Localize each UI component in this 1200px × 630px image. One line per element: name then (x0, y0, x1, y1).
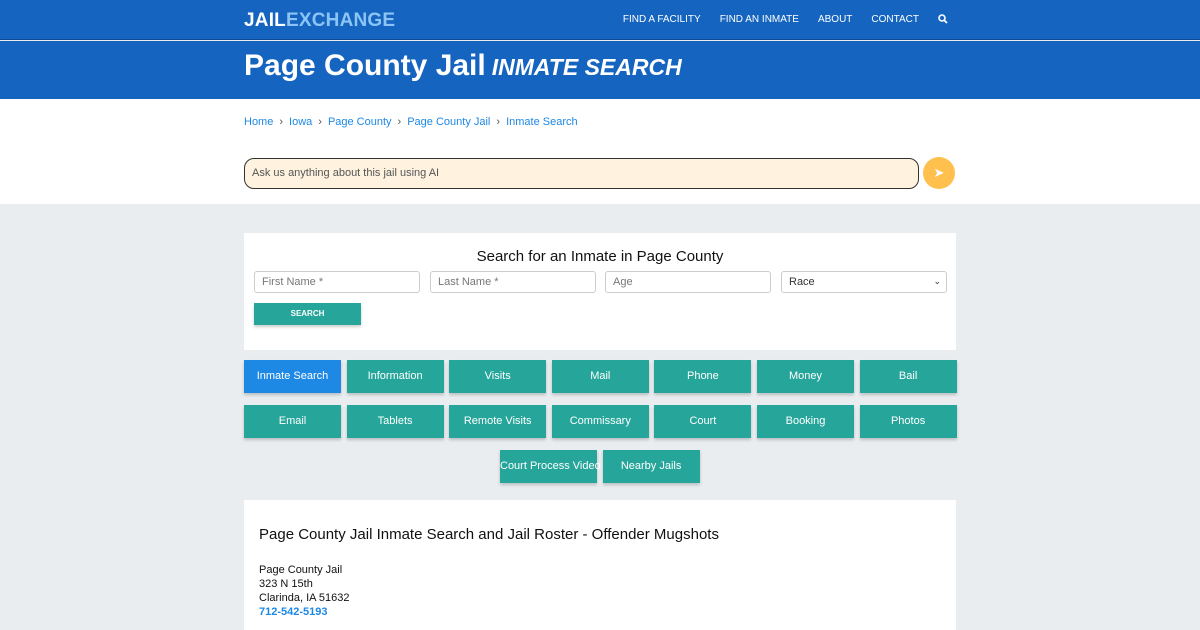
title-sub: INMATE SEARCH (491, 54, 682, 80)
jail-city: Clarinda, IA 51632 (259, 592, 350, 604)
jail-street: 323 N 15th (259, 578, 313, 590)
inmate-search-form: Search for an Inmate in Page County Firs… (244, 233, 956, 350)
last-name-input[interactable]: Last Name * (430, 271, 596, 293)
nav-button-mail[interactable]: Mail (551, 360, 649, 393)
nav-button-court[interactable]: Court (654, 405, 752, 438)
chevron-right-icon: › (279, 116, 284, 128)
logo-jail: JAIL (244, 10, 286, 31)
nav-button-booking[interactable]: Booking (757, 405, 854, 438)
chevron-right-icon: › (397, 116, 402, 128)
jail-phone-link[interactable]: 712-542-5193 (259, 606, 328, 618)
search-heading: Search for an Inmate in Page County (476, 248, 724, 265)
nav-button-tablets[interactable]: Tablets (346, 405, 444, 438)
main-nav: FIND A FACILITY FIND AN INMATE ABOUT CON… (623, 14, 948, 27)
ai-question-input[interactable]: Ask us anything about this jail using AI (244, 158, 919, 189)
breadcrumb: Home › Iowa › Page County › Page County Jai… (244, 116, 578, 128)
chevron-right-icon: › (496, 116, 501, 128)
crumb-inmate-search[interactable]: Inmate Search (506, 116, 578, 128)
nav-button-phone[interactable]: Phone (654, 360, 752, 393)
title-band: Page County Jail INMATE SEARCH (0, 41, 1200, 99)
chevron-down-icon: ⌄ (933, 276, 941, 286)
crumb-county[interactable]: Page County (327, 116, 392, 128)
nav-button-inmate-search[interactable]: Inmate Search (244, 360, 341, 393)
nav-button-commissary[interactable]: Commissary (551, 405, 649, 438)
logo-exchange: EXCHANGE (285, 10, 396, 31)
search-button[interactable]: SEARCH (254, 303, 361, 325)
page-title: Page County Jail INMATE SEARCH (244, 49, 682, 83)
jail-name: Page County Jail (259, 564, 343, 576)
chevron-right-icon: › (318, 116, 322, 128)
search-icon[interactable] (938, 14, 948, 27)
nav-button-visits[interactable]: Visits (449, 360, 547, 393)
nav-find-facility[interactable]: FIND A FACILITY (622, 14, 701, 25)
info-heading: Page County Jail Inmate Search and Jail … (259, 526, 719, 543)
nav-contact[interactable]: CONTACT (871, 14, 919, 25)
nav-button-photos[interactable]: Photos (859, 405, 957, 438)
top-navbar: JAILEXCHANGE FIND A FACILITY FIND AN INM… (0, 0, 1200, 40)
crumb-home[interactable]: Home (244, 116, 274, 128)
send-icon[interactable]: ➤ (923, 157, 955, 189)
crumb-iowa[interactable]: Iowa (289, 116, 313, 128)
race-select[interactable]: Race ⌄ (781, 271, 947, 293)
nav-button-information[interactable]: Information (346, 360, 444, 393)
crumb-jail[interactable]: Page County Jail (407, 116, 491, 128)
breadcrumb-section: Home › Iowa › Page County › Page County Jai… (0, 99, 1200, 204)
jail-info-card: Page County Jail Inmate Search and Jail … (244, 500, 956, 630)
race-value: Race (789, 276, 815, 288)
nav-button-email[interactable]: Email (244, 405, 341, 438)
nav-button-money[interactable]: Money (757, 360, 854, 393)
nav-button-court-process-video[interactable]: Court Process Video (500, 450, 601, 483)
nav-button-nearby-jails[interactable]: Nearby Jails (602, 450, 700, 483)
nav-button-remote-visits[interactable]: Remote Visits (449, 405, 547, 438)
title-main: Page County Jail (244, 49, 486, 82)
nav-button-bail[interactable]: Bail (859, 360, 957, 393)
first-name-input[interactable]: First Name * (254, 271, 420, 293)
age-input[interactable]: Age (605, 271, 771, 293)
logo[interactable]: JAILEXCHANGE (244, 10, 395, 32)
nav-find-inmate[interactable]: FIND AN INMATE (719, 14, 799, 25)
nav-about[interactable]: ABOUT (817, 14, 853, 25)
